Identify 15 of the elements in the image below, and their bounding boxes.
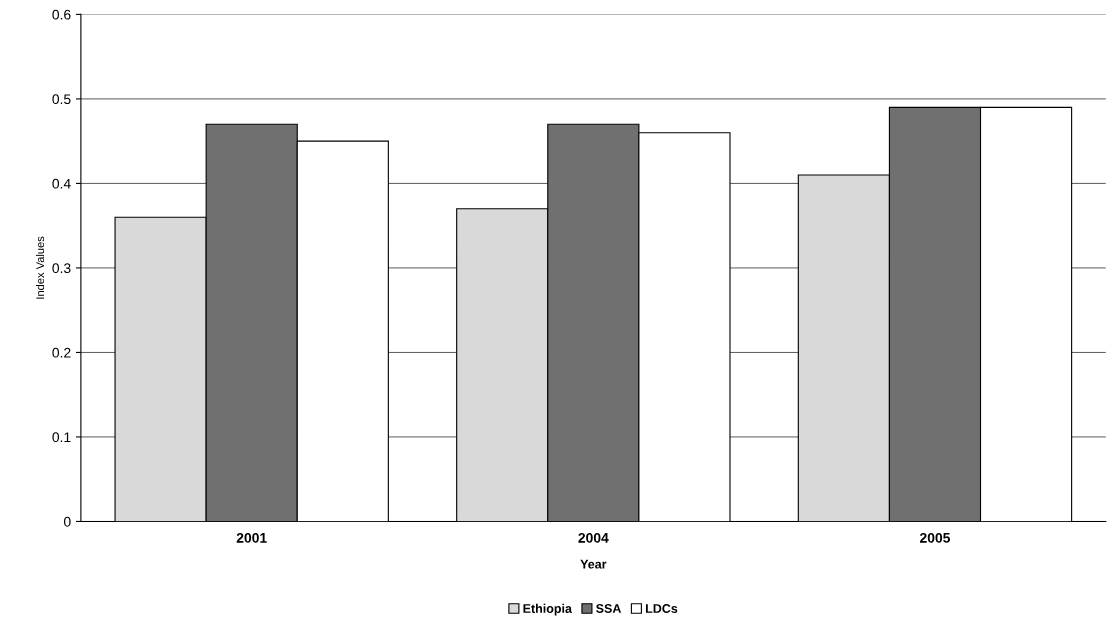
y-tick-label: 0.2 (52, 347, 71, 358)
y-tick-label: 0.5 (52, 94, 71, 105)
y-tick-label: 0.1 (52, 432, 71, 443)
y-tick-label: 0.6 (52, 9, 71, 20)
y-tick-label: 0.3 (52, 263, 71, 274)
x-tick-label: 2004 (578, 532, 609, 543)
legend-label: LDCs (645, 604, 678, 613)
y-axis-title: Index Values (35, 236, 45, 299)
x-axis-title: Year (580, 559, 607, 569)
legend-label: SSA (596, 604, 622, 613)
x-tick-label: 2001 (236, 532, 267, 543)
legend-label: Ethiopia (523, 603, 573, 616)
x-tick-label: 2005 (920, 532, 951, 543)
y-tick-label: 0 (63, 516, 71, 527)
y-tick-label: 0.4 (52, 178, 71, 189)
